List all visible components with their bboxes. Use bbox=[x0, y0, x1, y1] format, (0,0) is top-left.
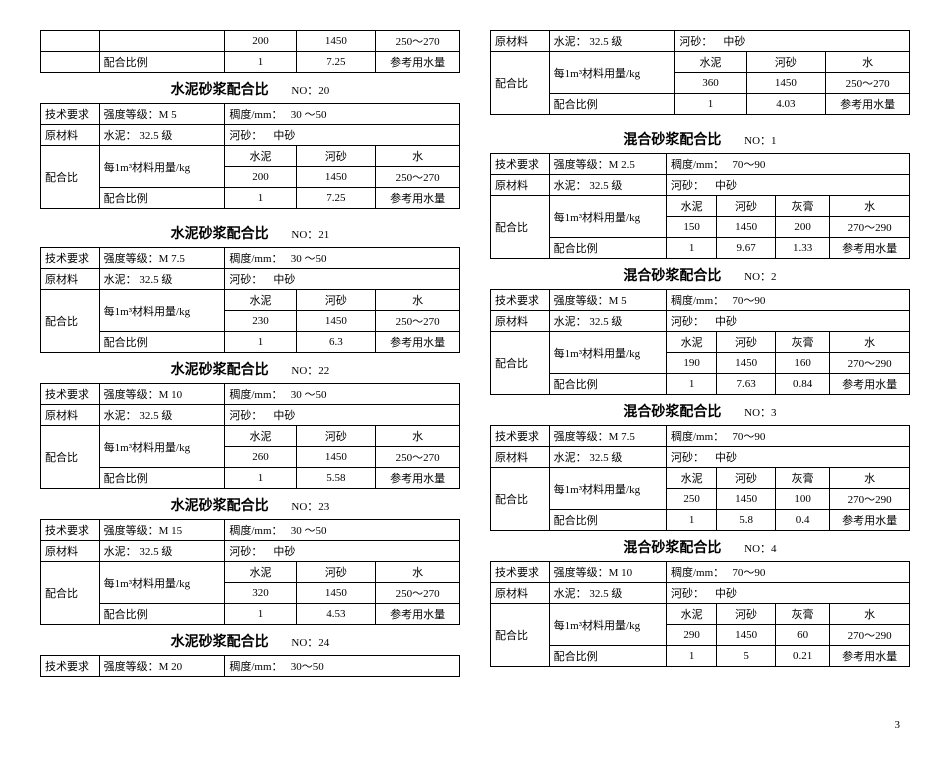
title-row: 水泥砂浆配合比 NO：21 bbox=[40, 219, 460, 245]
fragment-table: 200 1450 250～270 配合比例 1 7.25 参考用水量 bbox=[40, 30, 460, 73]
title-row: 水泥砂浆配合比 NO：20 bbox=[40, 75, 460, 101]
mixed-table-1: 技术要求 强度等级：M 2.5 稠度/mm： 70～90 原材料 水泥： 32.… bbox=[490, 153, 910, 259]
title-row: 水泥砂浆配合比 NO：22 bbox=[40, 355, 460, 381]
cell: 250～270 bbox=[376, 31, 460, 52]
cell: 7.25 bbox=[296, 52, 376, 73]
title-row: 水泥砂浆配合比 NO：24 bbox=[40, 627, 460, 653]
title-row: 混合砂浆配合比 NO：4 bbox=[490, 533, 910, 559]
mix-table-21: 技术要求 强度等级：M 7.5 稠度/mm： 30 ～50 原材料 水泥： 32… bbox=[40, 247, 460, 353]
mix-table-24: 技术要求 强度等级：M 20 稠度/mm： 30～50 bbox=[40, 655, 460, 677]
usage: 每1m³材料用量/kg bbox=[99, 146, 225, 188]
title-row: 水泥砂浆配合比 NO：23 bbox=[40, 491, 460, 517]
right-column: 原材料 水泥： 32.5 级 河砂： 中砂 配合比 每1m³材料用量/kg 水泥… bbox=[490, 30, 910, 679]
fragment-table-right: 原材料 水泥： 32.5 级 河砂： 中砂 配合比 每1m³材料用量/kg 水泥… bbox=[490, 30, 910, 115]
title-row: 混合砂浆配合比 NO：2 bbox=[490, 261, 910, 287]
page-number: 3 bbox=[40, 719, 910, 731]
cell: 1 bbox=[225, 52, 296, 73]
title-row: 混合砂浆配合比 NO：3 bbox=[490, 397, 910, 423]
mix: 配合比 bbox=[41, 146, 100, 209]
mixed-table-2: 技术要求 强度等级：M 5 稠度/mm： 70～90 原材料 水泥： 32.5 … bbox=[490, 289, 910, 395]
material: 原材料 bbox=[41, 125, 100, 146]
mix-table-20: 技术要求 强度等级：M 5 稠度/mm： 30 ～50 原材料 水泥： 32.5… bbox=[40, 103, 460, 209]
ratio-label: 配合比例 bbox=[99, 52, 225, 73]
mixed-table-3: 技术要求 强度等级：M 7.5 稠度/mm： 70～90 原材料 水泥： 32.… bbox=[490, 425, 910, 531]
title-row: 混合砂浆配合比 NO：1 bbox=[490, 125, 910, 151]
mix-table-23: 技术要求 强度等级：M 15 稠度/mm： 30 ～50 原材料 水泥： 32.… bbox=[40, 519, 460, 625]
cell: 200 bbox=[225, 31, 296, 52]
ref-water: 参考用水量 bbox=[376, 52, 460, 73]
mixed-table-4: 技术要求 强度等级：M 10 稠度/mm： 70～90 原材料 水泥： 32.5… bbox=[490, 561, 910, 667]
cell: 1450 bbox=[296, 31, 376, 52]
mix-table-22: 技术要求 强度等级：M 10 稠度/mm： 30 ～50 原材料 水泥： 32.… bbox=[40, 383, 460, 489]
title-no: NO：20 bbox=[291, 85, 329, 97]
tech-req: 技术要求 bbox=[41, 104, 100, 125]
left-column: 200 1450 250～270 配合比例 1 7.25 参考用水量 水泥砂浆配… bbox=[40, 30, 460, 679]
title: 水泥砂浆配合比 bbox=[171, 79, 269, 99]
